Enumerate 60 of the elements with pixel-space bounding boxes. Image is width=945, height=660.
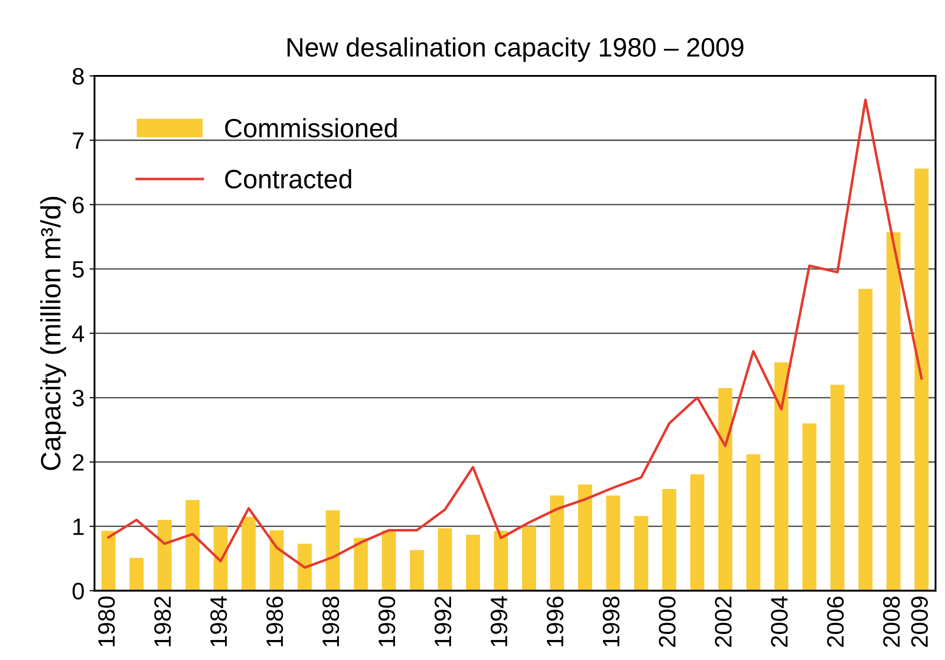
bar [326,510,340,591]
bar [914,168,929,591]
x-tick-label: 1998 [602,596,620,646]
x-tick-label: 1996 [546,596,564,646]
y-tick-label: 3 [72,390,84,406]
y-tick-label: 4 [72,326,84,342]
bar [410,550,424,591]
y-tick-label: 1 [73,518,84,535]
x-tick-label: 2002 [714,596,732,647]
bar [550,495,564,591]
bar [662,489,676,591]
bar [802,423,816,591]
bar [718,388,732,591]
line-series [107,98,923,569]
bar [102,530,116,591]
bar [438,528,452,591]
x-tick-label: 1994 [490,596,508,646]
x-tick-label: 1982 [154,596,171,646]
bar [494,530,508,591]
legend-label: Contracted [225,169,352,188]
bar [382,530,396,591]
x-tick-label: 1992 [434,596,452,646]
bar [242,516,256,591]
bar [186,500,200,591]
x-tick-label: 1990 [378,596,396,646]
bar [522,526,536,591]
y-tick-label: 5 [72,261,84,278]
x-tick-label: 1988 [322,596,340,646]
x-tick-label: 2008 [883,596,900,647]
chart-title: New desalination capacity 1980 – 2009 [288,37,744,62]
y-tick-label: 7 [72,132,84,149]
x-tick-label: 2009 [911,596,928,647]
bar [830,384,844,591]
y-tick-label: 2 [72,454,84,471]
bar [270,530,284,591]
bar [746,454,760,591]
x-tick-label: 2000 [658,596,676,647]
y-tick-label: 6 [72,196,84,214]
bar [130,558,144,591]
y-tick-label: 8 [72,68,84,85]
bar [354,538,368,591]
bar [886,232,901,591]
x-tick-label: 2006 [827,596,844,647]
bar [690,474,704,591]
x-tick-label: 1980 [98,596,115,646]
bar [158,520,172,591]
x-tick-label: 2004 [770,596,788,647]
legend-label: Commissioned [225,118,397,138]
y-tick-label: 0 [72,582,84,600]
bar [634,516,648,591]
x-tick-label: 1984 [210,596,227,646]
bar [578,484,592,591]
y-axis-title: Capacity (million m³/d) [40,196,66,470]
bar [858,288,872,591]
bar [606,495,620,591]
bar [298,544,312,591]
bar [466,534,480,591]
bar [774,362,788,591]
bar [214,526,228,591]
x-tick-label: 1986 [266,596,284,646]
